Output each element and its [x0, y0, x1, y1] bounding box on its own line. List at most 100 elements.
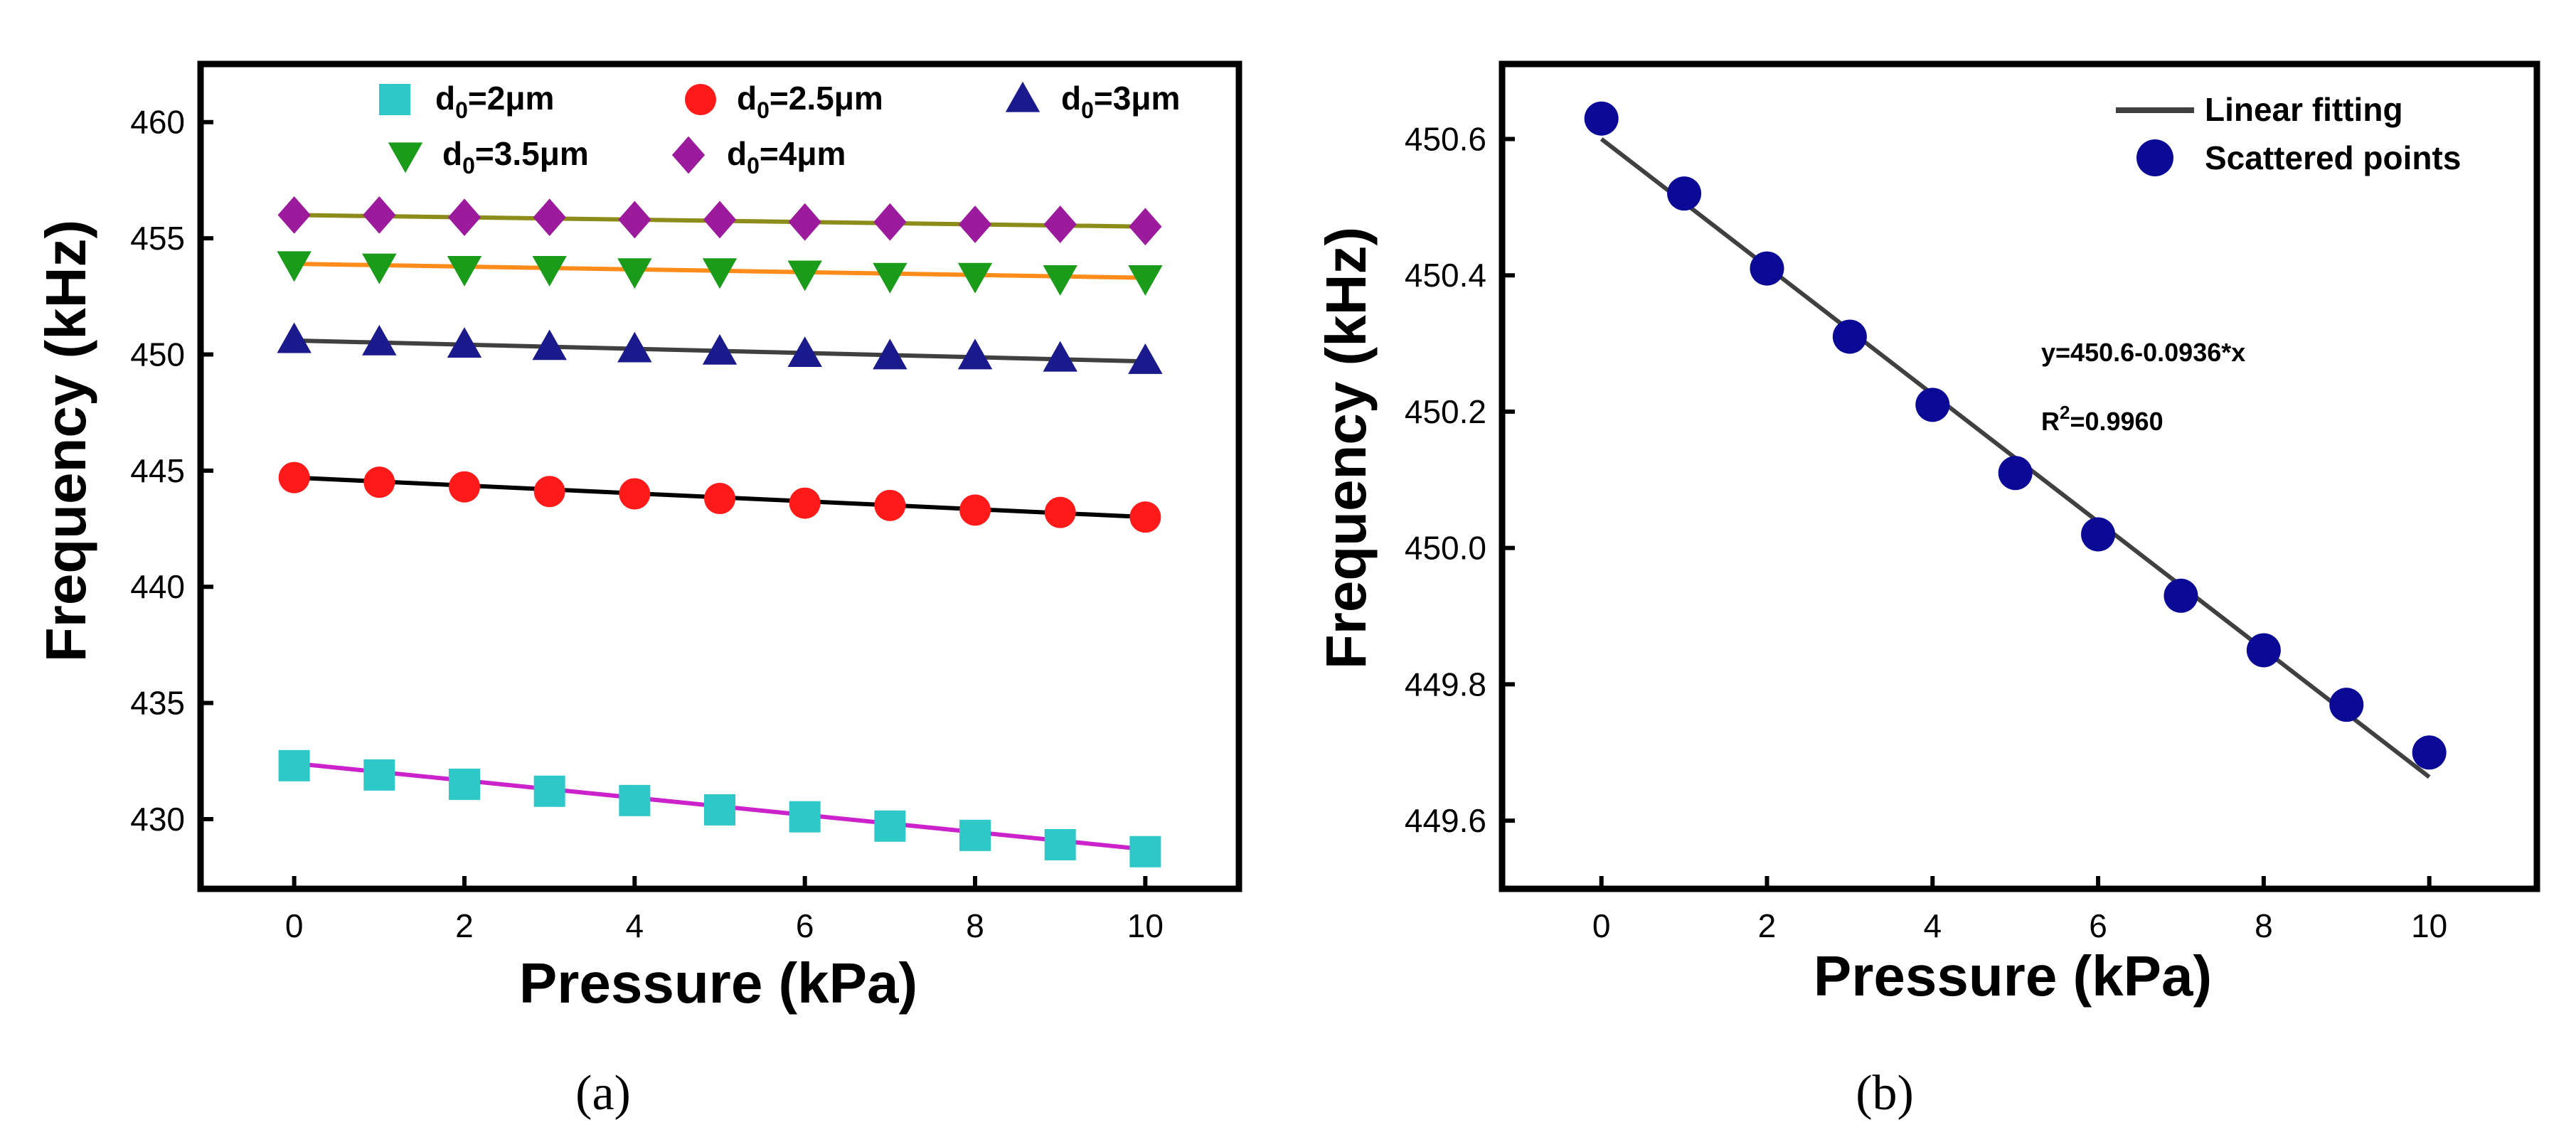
a-legend-label: d0=4μm [727, 135, 846, 178]
a-point-series-4 [363, 196, 396, 234]
a-caption: (a) [575, 1066, 631, 1121]
a-point-series-3 [532, 255, 567, 287]
b-legend-fit-label: Linear fitting [2205, 91, 2403, 128]
a-y-tick-label: 435 [130, 685, 185, 722]
a-data-points [277, 196, 1163, 868]
a-legend: d0=2μm d0=2.5μm d0=3μm d0=3.5μm d0=4μm [379, 80, 1180, 178]
a-x-tick-label: 2 [455, 907, 474, 944]
b-point [2246, 633, 2281, 668]
b-legend: Linear fitting Scattered points [2116, 91, 2461, 176]
b-point [1584, 101, 1619, 136]
b-x-axis-title: Pressure (kPa) [1814, 944, 2212, 1008]
a-point-series-3 [957, 262, 993, 294]
a-point-series-2 [957, 338, 993, 370]
a-point-series-1 [448, 471, 480, 503]
a-legend-entry-d0-3.5um: d0=3.5μm [388, 135, 589, 178]
a-point-series-3 [1128, 265, 1163, 296]
a-point-series-1 [363, 466, 395, 498]
a-plot-frame [197, 60, 1242, 892]
a-legend-label: d0=3.5μm [442, 135, 589, 178]
a-point-series-0 [1129, 836, 1161, 868]
panel-a: 0 2 4 6 8 10 430 435 440 445 450 455 460 d0=2μm d0=2… [34, 60, 1242, 1121]
b-point [1667, 176, 1702, 211]
a-point-series-2 [362, 324, 397, 356]
a-x-tick-label: 10 [1127, 907, 1164, 944]
a-point-series-0 [704, 794, 735, 826]
b-point [2081, 517, 2116, 552]
b-y-tick-label: 450.6 [1405, 120, 1486, 157]
a-legend-entry-d0-2um: d0=2μm [379, 80, 554, 123]
a-point-series-1 [874, 489, 906, 521]
b-x-tick-label: 6 [2089, 907, 2107, 944]
a-y-tick-label: 430 [130, 801, 185, 838]
b-equation: y=450.6-0.0936*x [2041, 338, 2245, 367]
a-point-series-3 [702, 258, 738, 289]
a-point-series-2 [447, 327, 482, 358]
a-point-series-1 [704, 483, 735, 515]
a-legend-entry-d0-2.5um: d0=2.5μm [685, 80, 883, 123]
a-point-series-0 [959, 819, 991, 851]
a-point-series-3 [1043, 265, 1077, 296]
a-y-tick-label: 445 [130, 452, 185, 489]
b-x-tick-label: 2 [1758, 907, 1777, 944]
a-y-tick-label: 460 [130, 104, 185, 141]
b-x-tick-label: 10 [2411, 907, 2447, 944]
a-point-series-3 [362, 253, 397, 284]
a-legend-entry-d0-4um: d0=4μm [671, 135, 846, 178]
b-r-squared: R2=0.9960 [2041, 402, 2163, 436]
a-point-series-1 [789, 487, 821, 519]
a-legend-entry-d0-3um: d0=3μm [1005, 80, 1180, 123]
a-x-tick-label: 4 [626, 907, 644, 944]
a-x-tick-label: 8 [966, 907, 984, 944]
a-point-series-1 [278, 461, 310, 493]
a-point-series-2 [873, 338, 908, 370]
a-point-series-3 [787, 260, 822, 292]
a-y-axis-title: Frequency (kHz) [34, 220, 97, 662]
a-legend-label: d0=2μm [435, 80, 554, 123]
a-point-series-4 [873, 203, 907, 241]
a-point-series-3 [447, 255, 482, 287]
a-point-series-4 [1129, 208, 1162, 246]
a-point-series-0 [789, 801, 821, 833]
b-y-tick-label: 449.8 [1405, 666, 1486, 703]
b-point [1832, 319, 1867, 354]
a-y-tick-label: 440 [130, 568, 185, 605]
b-legend-scatter-swatch [2136, 139, 2173, 176]
a-point-series-4 [533, 198, 566, 237]
a-point-series-3 [277, 251, 312, 282]
b-x-tick-label: 0 [1592, 907, 1611, 944]
a-point-series-2 [787, 336, 822, 368]
a-x-tick-label: 6 [796, 907, 814, 944]
a-point-series-4 [1043, 205, 1077, 243]
b-point [1750, 251, 1784, 286]
b-ticks: 0 2 4 6 8 10 449.6 449.8 450.0 450.2 450.4 450.6 [1405, 120, 2447, 944]
a-y-tick-label: 450 [130, 336, 185, 373]
a-point-series-1 [619, 478, 651, 510]
b-point [2163, 578, 2198, 613]
b-point [2412, 735, 2447, 770]
b-caption: (b) [1856, 1066, 1914, 1121]
b-data-points [1584, 101, 2447, 770]
b-y-tick-label: 450.4 [1405, 257, 1486, 294]
a-point-series-1 [533, 476, 565, 508]
b-point [1998, 456, 2033, 491]
a-point-series-3 [617, 258, 652, 289]
a-point-series-1 [1129, 501, 1161, 533]
panel-b: 0 2 4 6 8 10 449.6 449.8 450.0 450.2 450.4 450.6 Li… [1314, 60, 2540, 1121]
b-plot-frame [1499, 60, 2540, 892]
a-y-tick-label: 455 [130, 220, 185, 257]
b-y-tick-label: 449.6 [1405, 802, 1486, 839]
a-point-series-4 [703, 201, 737, 239]
b-y-tick-label: 450.0 [1405, 530, 1486, 567]
a-point-series-0 [363, 759, 395, 791]
a-legend-label: d0=3μm [1061, 80, 1180, 123]
b-x-tick-label: 8 [2255, 907, 2273, 944]
a-point-series-4 [958, 205, 992, 243]
a-fit-lines [294, 213, 1146, 852]
a-x-tick-label: 0 [285, 907, 304, 944]
a-point-series-4 [788, 203, 821, 241]
b-legend-scatter-label: Scattered points [2205, 139, 2461, 176]
a-point-series-3 [873, 262, 908, 294]
a-point-series-2 [277, 322, 312, 353]
